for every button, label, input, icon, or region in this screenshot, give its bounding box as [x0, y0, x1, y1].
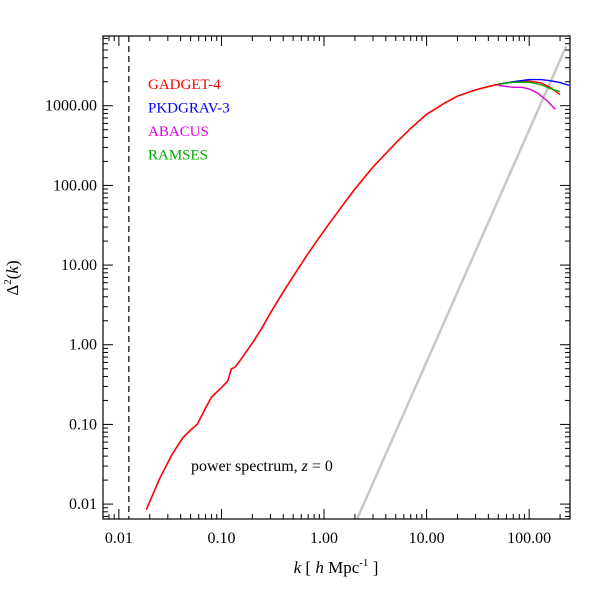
annotation: power spectrum, z = 0: [191, 458, 333, 475]
y-tick-label: 1000.00: [45, 98, 97, 115]
x-tick-label: 100.00: [507, 530, 551, 547]
reference-line: [355, 45, 568, 519]
series-line-common: [145, 83, 499, 511]
y-tick-label: 0.01: [69, 496, 97, 513]
y-tick-label: 0.10: [69, 416, 97, 433]
legend-item-ramses: RAMSES: [148, 148, 208, 164]
x-tick-label: 0.01: [105, 530, 133, 547]
y-tick-label: 100.00: [53, 177, 97, 194]
legend-item-gadget-4: GADGET-4: [148, 77, 221, 93]
series-line-abacus: [498, 84, 556, 110]
legend-item-abacus: ABACUS: [148, 124, 209, 140]
legend-item-pkdgrav-3: PKDGRAV-3: [148, 101, 230, 117]
x-tick-label: 0.10: [207, 530, 235, 547]
x-tick-label: 1.00: [310, 530, 338, 547]
x-tick-label: 10.00: [409, 530, 445, 547]
x-axis-title: k [ h Mpc-1 ]: [294, 557, 379, 577]
y-tick-label: 10.00: [61, 257, 97, 274]
legend: GADGET-4 PKDGRAV-3 ABACUS RAMSES: [148, 77, 230, 164]
y-axis-title: Δ2(k): [2, 260, 22, 295]
y-tick-label: 1.00: [69, 337, 97, 354]
series-line-ramses: [498, 81, 561, 93]
